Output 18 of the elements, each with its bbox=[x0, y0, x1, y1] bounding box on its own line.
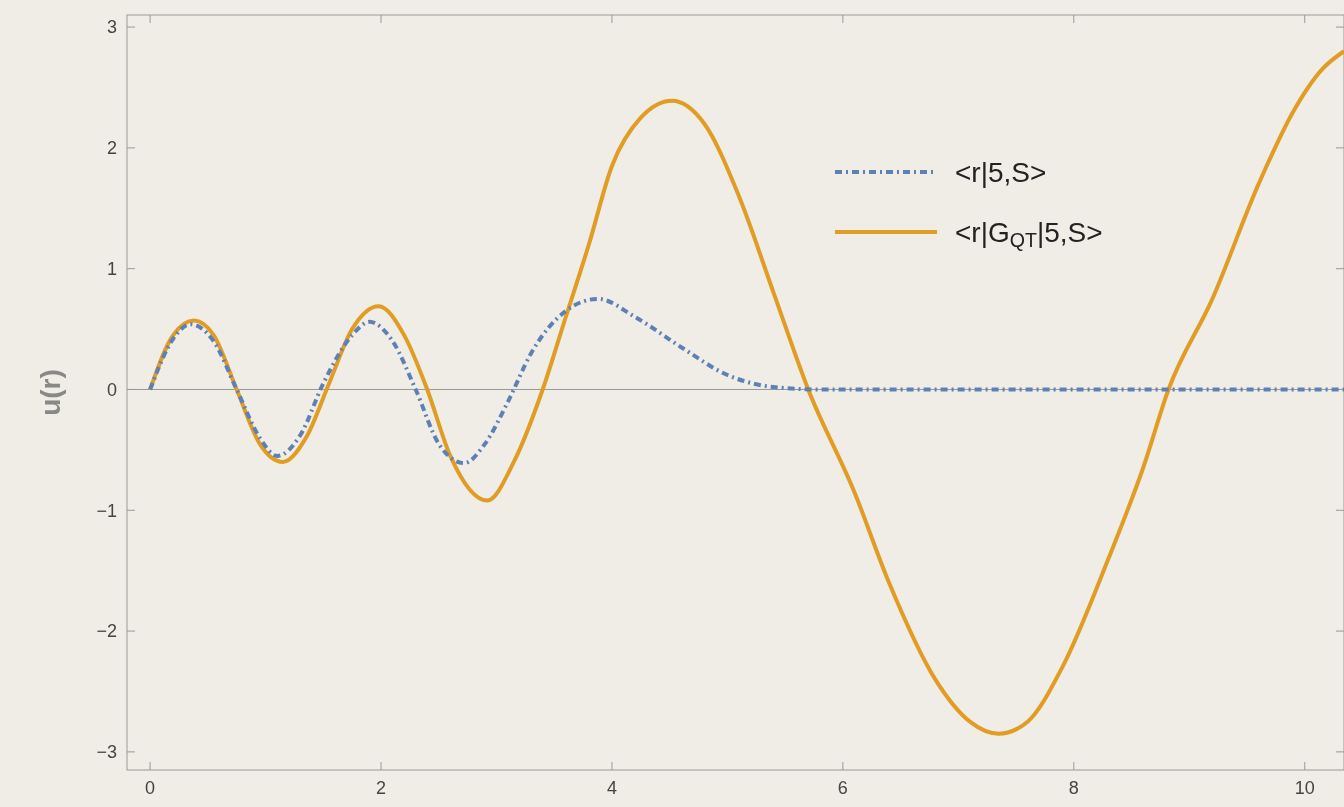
x-tick-label: 0 bbox=[145, 778, 156, 798]
line-series bbox=[148, 296, 1344, 466]
y-tick-label: 2 bbox=[106, 138, 117, 159]
y-tick-label: −2 bbox=[96, 621, 117, 642]
x-tick-label: 8 bbox=[1068, 778, 1079, 798]
y-tick-label: 1 bbox=[106, 258, 117, 279]
x-tick-label: 2 bbox=[376, 778, 387, 798]
x-tick-label: 6 bbox=[837, 778, 848, 798]
y-tick-label: −1 bbox=[96, 500, 117, 521]
y-tick-label: −3 bbox=[96, 742, 117, 763]
line-series bbox=[148, 49, 1344, 736]
y-axis-title: u(r) bbox=[35, 369, 66, 416]
y-tick-label: 3 bbox=[106, 17, 117, 38]
x-tick-label: 10 bbox=[1294, 778, 1315, 798]
legend-label: <r|5,S> bbox=[955, 156, 1047, 188]
legend-label: <r|G$_{QT}$|5,S> bbox=[955, 216, 1103, 251]
x-tick-label: 4 bbox=[606, 778, 617, 798]
y-tick-label: 0 bbox=[106, 379, 117, 400]
